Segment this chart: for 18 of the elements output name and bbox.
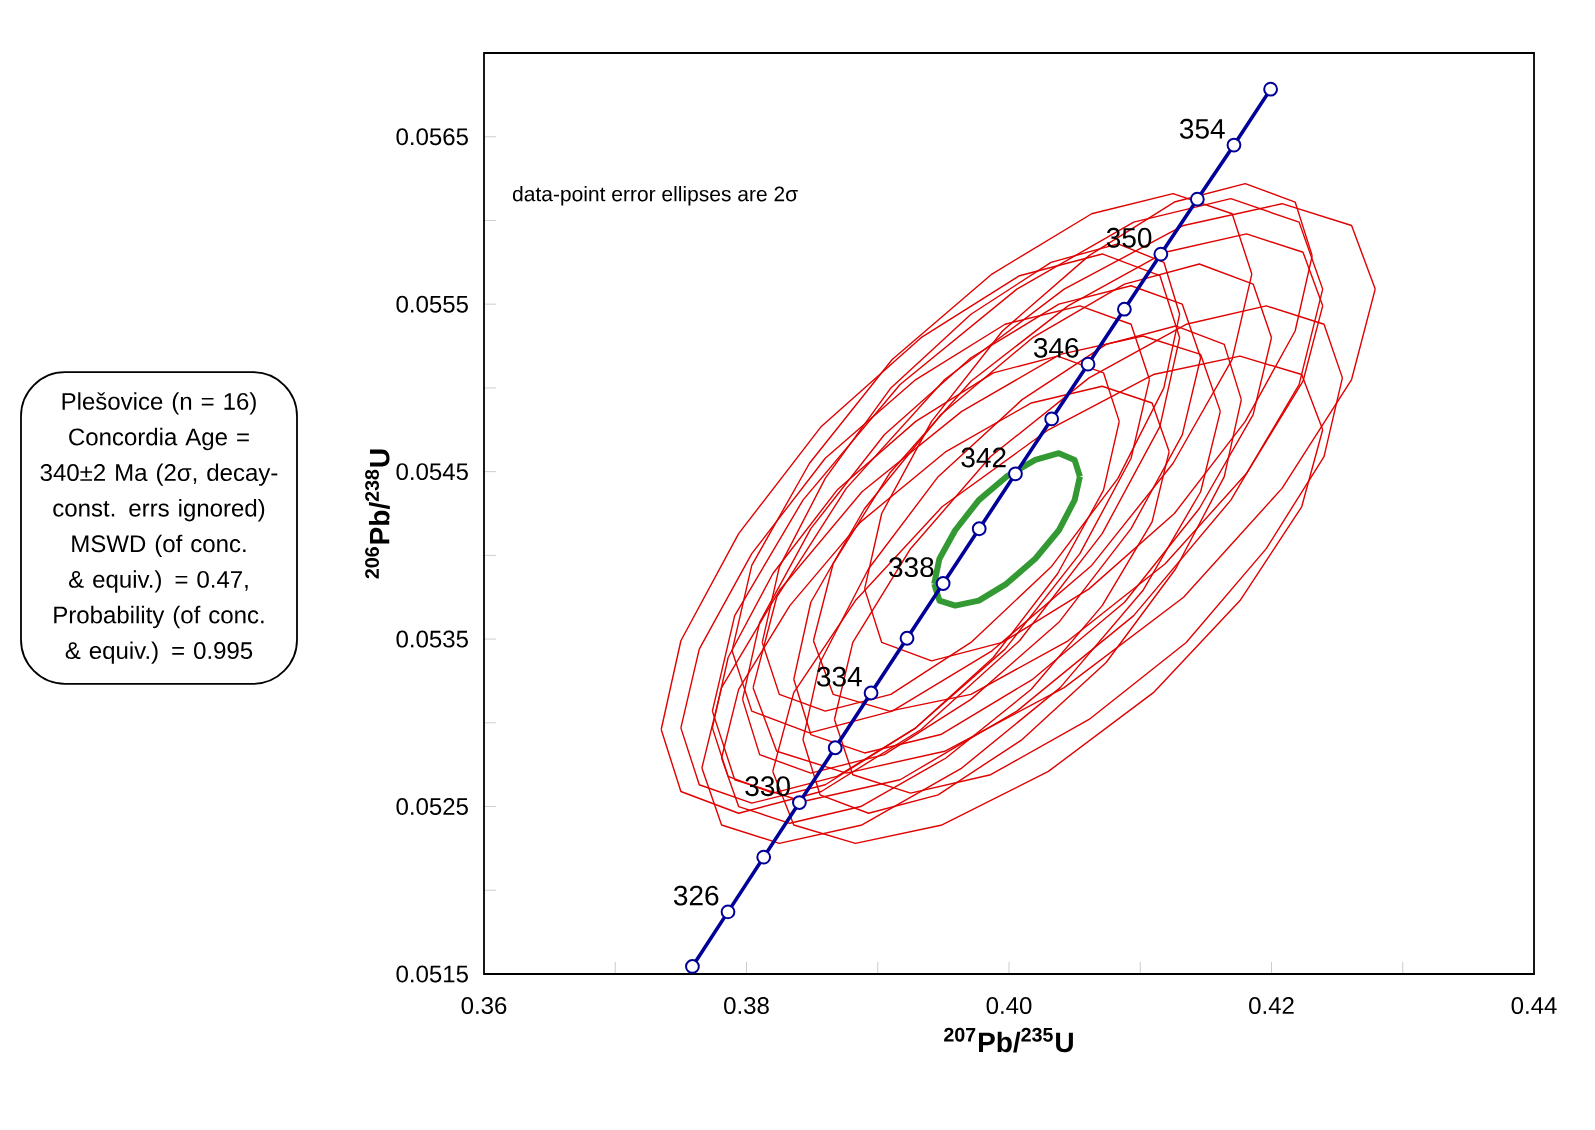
x-tick-label: 0.38 — [724, 997, 769, 1015]
y-tick-label: 0.0525 — [396, 798, 468, 816]
annotation: data-point error ellipses are 2σ — [512, 185, 798, 206]
x-tick-label: 0.44 — [1511, 997, 1557, 1015]
y-tick-label: 0.0515 — [396, 965, 468, 983]
y-tick-label: 0.0535 — [396, 630, 468, 648]
y-tick-label: 0.0545 — [396, 463, 468, 481]
annotation: 326 — [673, 885, 719, 906]
x-tick-label: 0.40 — [986, 997, 1032, 1015]
x-tick-label: 0.36 — [461, 997, 507, 1015]
annotation: 346 — [1033, 337, 1079, 358]
annotation: 354 — [1179, 118, 1225, 139]
y-tick-label: 0.0565 — [396, 128, 468, 146]
x-axis-title: $^{207}$Pb/$^{235}$U — [944, 1027, 1073, 1053]
y-axis-title: $^{206}$Pb/$^{238}$U — [365, 449, 390, 579]
y-tick-label: 0.0555 — [396, 295, 468, 313]
x-tick-label: 0.42 — [1249, 997, 1294, 1015]
text: Plešovice (n = 16) Concordia Age = 340±2 Ma (2σ, decay-const. errs ignored) MSWD (of conc. & equiv.) = 0.47, Probability (of conc. & equiv.) = 0.995 — [40, 392, 278, 664]
